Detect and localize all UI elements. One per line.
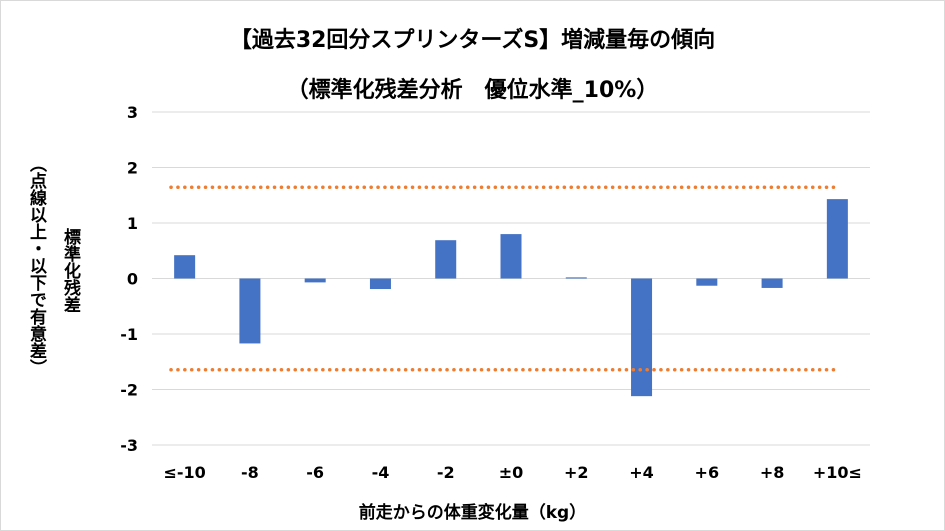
x-tick-label: -4 xyxy=(372,463,390,482)
x-tick-label: +2 xyxy=(564,463,589,482)
y-tick-label: -1 xyxy=(120,325,138,344)
x-tick-label: +8 xyxy=(760,463,785,482)
x-tick-label: +6 xyxy=(695,463,720,482)
y-tick-label: 2 xyxy=(127,159,138,178)
x-axis-label: 前走からの体重変化量（kg） xyxy=(358,503,587,523)
y-tick-label: -3 xyxy=(120,436,138,455)
bar xyxy=(761,278,783,288)
bar xyxy=(369,278,391,290)
x-tick-label: +4 xyxy=(629,463,654,482)
bar xyxy=(239,278,261,344)
y-axis-label: 標準化残差 xyxy=(60,228,80,313)
bar xyxy=(304,278,326,283)
y-axis-note: （点線以上・以下で有意差） xyxy=(26,155,46,376)
y-tick-label: -2 xyxy=(120,381,138,400)
bar xyxy=(174,255,196,279)
y-tick-label: 3 xyxy=(127,103,138,122)
bar xyxy=(435,240,457,279)
y-tick-label: 1 xyxy=(127,214,138,233)
x-tick-label: -8 xyxy=(241,463,259,482)
chart-title: 【過去32回分スプリンターズS】増減量毎の傾向 xyxy=(229,28,716,53)
bar xyxy=(826,199,848,279)
bar xyxy=(631,278,653,397)
bar xyxy=(696,278,718,286)
x-tick-label: +10≤ xyxy=(813,463,862,482)
x-tick-label: -2 xyxy=(437,463,455,482)
y-tick-label: 0 xyxy=(127,270,138,289)
x-tick-label: ±0 xyxy=(499,463,524,482)
bar xyxy=(500,234,522,279)
x-tick-label: ≤-10 xyxy=(163,463,205,482)
chart-subtitle: （標準化残差分析 優位水準_10%） xyxy=(286,78,659,103)
x-tick-label: -6 xyxy=(306,463,324,482)
bar xyxy=(565,277,587,279)
